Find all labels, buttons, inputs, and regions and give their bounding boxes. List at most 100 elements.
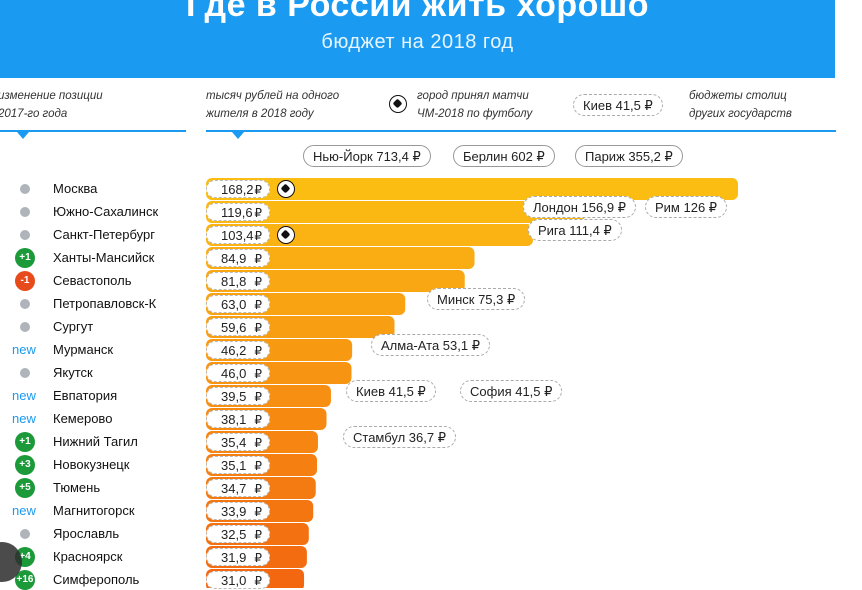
- currency-symbol: ₽: [254, 252, 262, 266]
- value-label: 31,0 ₽: [206, 571, 270, 589]
- city-label: Севастополь: [53, 273, 132, 288]
- currency-symbol: ₽: [254, 482, 262, 496]
- city-label: Симферополь: [53, 572, 140, 587]
- pill-berlin: Берлин 602 ₽: [453, 145, 555, 167]
- foreign-capital-pill: Минск 75,3 ₽: [427, 287, 526, 310]
- foreign-caption-line1: бюджеты столиц: [689, 90, 787, 102]
- city-label: Санкт-Петербург: [53, 227, 155, 242]
- change-column-rule: [0, 130, 186, 132]
- bar-1: [206, 201, 585, 223]
- no-change-dot: [20, 322, 30, 332]
- value-number: 38,1: [221, 412, 247, 427]
- city-label: Сургут: [53, 319, 94, 334]
- foreign-capital-pill: Рим 126 ₽: [645, 195, 728, 218]
- currency-symbol: ₽: [254, 459, 262, 473]
- value-label: 46,2 ₽: [206, 341, 270, 359]
- bar-4: [206, 270, 465, 292]
- position-change-badge: +3: [15, 455, 35, 475]
- city-label: Южно-Сахалинск: [53, 204, 159, 219]
- foreign-caption-line2: других государств: [689, 108, 792, 120]
- value-label: 35,1 ₽: [206, 456, 270, 474]
- currency-symbol: ₽: [254, 367, 262, 381]
- value-number: 35,4: [221, 435, 247, 450]
- page-subtitle: бюджет на 2018 год: [321, 31, 514, 53]
- value-caption-line1: тысяч рублей на одного: [206, 90, 340, 102]
- position-change-badge: -1: [15, 271, 35, 291]
- change-caption-line1: изменение позиции: [0, 90, 103, 102]
- foreign-capital-pill: Лондон 156,9 ₽: [523, 195, 636, 218]
- city-label: Нижний Тагил: [53, 434, 138, 449]
- no-change-dot: [20, 184, 30, 194]
- currency-symbol: ₽: [254, 574, 262, 588]
- value-column-rule: [206, 130, 836, 132]
- value-number: 46,0: [221, 366, 247, 381]
- foreign-capital-pill: Стамбул 36,7 ₽: [343, 425, 456, 448]
- value-caption-line2: жителя в 2018 году: [206, 108, 314, 120]
- value-label: 81,8 ₽: [206, 272, 270, 290]
- new-entry-label: new: [12, 411, 36, 426]
- city-label: Ханты-Мансийск: [53, 250, 155, 265]
- value-label: 46,0 ₽: [206, 364, 270, 382]
- currency-symbol: ₽: [254, 505, 262, 519]
- legend-example-pill: Киев 41,5 ₽: [573, 94, 663, 116]
- position-change-badge: +1: [15, 432, 35, 452]
- currency-symbol: ₽: [254, 229, 262, 243]
- new-entry-label: new: [12, 388, 36, 403]
- city-label: Евпатория: [53, 388, 118, 403]
- value-label: 32,5 ₽: [206, 525, 270, 543]
- foreign-capital-pill: София 41,5 ₽: [460, 379, 563, 402]
- value-caption: тысяч рублей на одного жителя в 2018 год…: [206, 87, 339, 123]
- value-label: 33,9 ₽: [206, 502, 270, 520]
- overlay-circle: [0, 542, 22, 582]
- change-caption: изменение позиции 2017-го года: [0, 87, 103, 123]
- value-number: 34,7: [221, 481, 247, 496]
- value-label: 84,9 ₽: [206, 249, 270, 267]
- foreign-capital-pill: Рига 111,4 ₽: [528, 218, 622, 241]
- currency-symbol: ₽: [254, 413, 262, 427]
- no-change-dot: [20, 368, 30, 378]
- currency-symbol: ₽: [254, 551, 262, 565]
- new-entry-label: new: [12, 342, 36, 357]
- position-change-badge: +5: [15, 478, 35, 498]
- foreign-capital-pill: Киев 41,5 ₽: [346, 379, 436, 402]
- value-number: 31,9: [221, 550, 247, 565]
- value-number: 63,0: [221, 297, 247, 312]
- currency-symbol: ₽: [254, 206, 262, 220]
- position-change-badge: +16: [15, 570, 35, 590]
- no-change-dot: [20, 230, 30, 240]
- city-label: Москва: [53, 181, 98, 196]
- value-number: 168,2: [221, 182, 254, 197]
- currency-symbol: ₽: [254, 321, 262, 335]
- value-number: 35,1: [221, 458, 247, 473]
- position-change-badge: +1: [15, 248, 35, 268]
- city-label: Новокузнецк: [53, 457, 130, 472]
- value-label: 39,5 ₽: [206, 387, 270, 405]
- value-number: 46,2: [221, 343, 247, 358]
- no-change-dot: [20, 299, 30, 309]
- value-label: 34,7 ₽: [206, 479, 270, 497]
- value-number: 39,5: [221, 389, 247, 404]
- value-label: 38,1 ₽: [206, 410, 270, 428]
- city-label: Ярославль: [53, 526, 120, 541]
- currency-symbol: ₽: [254, 275, 262, 289]
- currency-symbol: ₽: [254, 183, 262, 197]
- value-number: 103,4: [221, 228, 254, 243]
- new-entry-label: new: [12, 503, 36, 518]
- bar-3: [206, 247, 475, 269]
- soccer-ball-icon: [277, 226, 295, 244]
- city-label: Мурманск: [53, 342, 114, 357]
- soccer-ball-icon: [277, 180, 295, 198]
- value-label: 63,0 ₽: [206, 295, 270, 313]
- no-change-dot: [20, 207, 30, 217]
- value-column-pointer: [232, 132, 244, 139]
- world-cup-caption-line1: город принял матчи: [417, 90, 529, 102]
- value-number: 119,6: [221, 205, 253, 220]
- pill-new-york: Нью-Йорк 713,4 ₽: [303, 145, 431, 167]
- pill-paris: Париж 355,2 ₽: [575, 145, 683, 167]
- value-number: 81,8: [221, 274, 247, 289]
- currency-symbol: ₽: [254, 436, 262, 450]
- foreign-caption: бюджеты столиц других государств: [689, 87, 792, 123]
- header-banner: Где в России жить хорошо бюджет на 2018 …: [0, 0, 835, 78]
- city-label: Тюмень: [53, 480, 101, 495]
- value-label: 59,6 ₽: [206, 318, 270, 336]
